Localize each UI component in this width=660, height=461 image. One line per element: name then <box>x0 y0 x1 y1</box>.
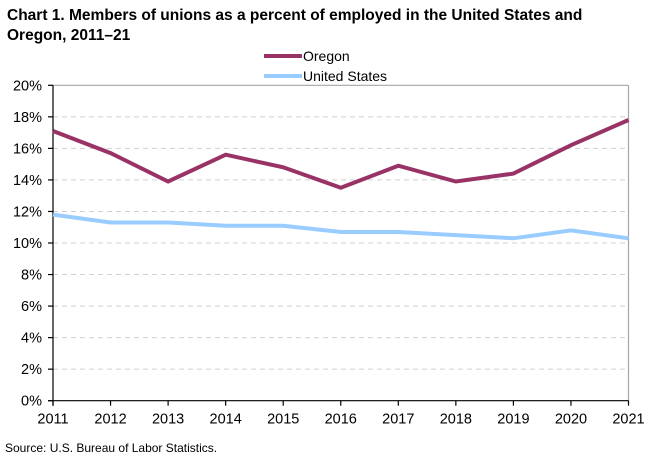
legend-label-united-states: United States <box>303 68 387 84</box>
y-tick-label: 4% <box>21 331 42 347</box>
chart-title: Chart 1. Members of unions as a percent … <box>7 6 657 46</box>
x-axis: 2011 2012 2013 2014 2015 2016 2017 2018 2019 2020… <box>37 400 645 428</box>
legend-label-oregon: Oregon <box>303 48 350 64</box>
series-line-united-states <box>52 212 629 241</box>
y-tick-label: 10% <box>13 236 42 252</box>
plot-frame <box>48 84 630 406</box>
x-tick-label: 2021 <box>612 412 644 428</box>
x-tick-label: 2014 <box>210 412 242 428</box>
x-tick-label: 2012 <box>94 412 126 428</box>
y-tick-label: 14% <box>13 173 42 189</box>
series-line-oregon <box>52 118 630 190</box>
chart-title-line-1: Chart 1. Members of unions as a percent … <box>7 7 583 24</box>
y-tick-label: 12% <box>13 204 42 220</box>
legend: Oregon United States <box>264 48 387 84</box>
y-axis: 0% 2% 4% 6% 8% 10% 12% 14% 16% 18% 20% <box>13 78 53 410</box>
y-tick-label: 0% <box>21 394 42 410</box>
x-tick-label: 2011 <box>37 412 68 428</box>
chart-title-line-2: Oregon, 2011–21 <box>7 27 131 44</box>
y-tick-label: 16% <box>13 141 42 157</box>
y-tick-label: 6% <box>21 299 42 315</box>
y-tick-label: 2% <box>21 362 42 378</box>
y-tick-label: 8% <box>21 268 42 284</box>
x-tick-label: 2020 <box>555 412 587 428</box>
x-tick-label: 2018 <box>440 412 472 428</box>
y-tick-label: 20% <box>13 78 42 94</box>
y-tick-label: 18% <box>13 110 42 126</box>
x-tick-label: 2015 <box>267 412 299 428</box>
x-tick-label: 2017 <box>382 412 414 428</box>
x-tick-label: 2013 <box>152 412 184 428</box>
gridlines <box>53 116 629 370</box>
source-note: Source: U.S. Bureau of Labor Statistics. <box>5 441 218 455</box>
series-lines <box>52 118 630 241</box>
x-tick-label: 2016 <box>325 412 357 428</box>
x-tick-label: 2019 <box>497 412 529 428</box>
